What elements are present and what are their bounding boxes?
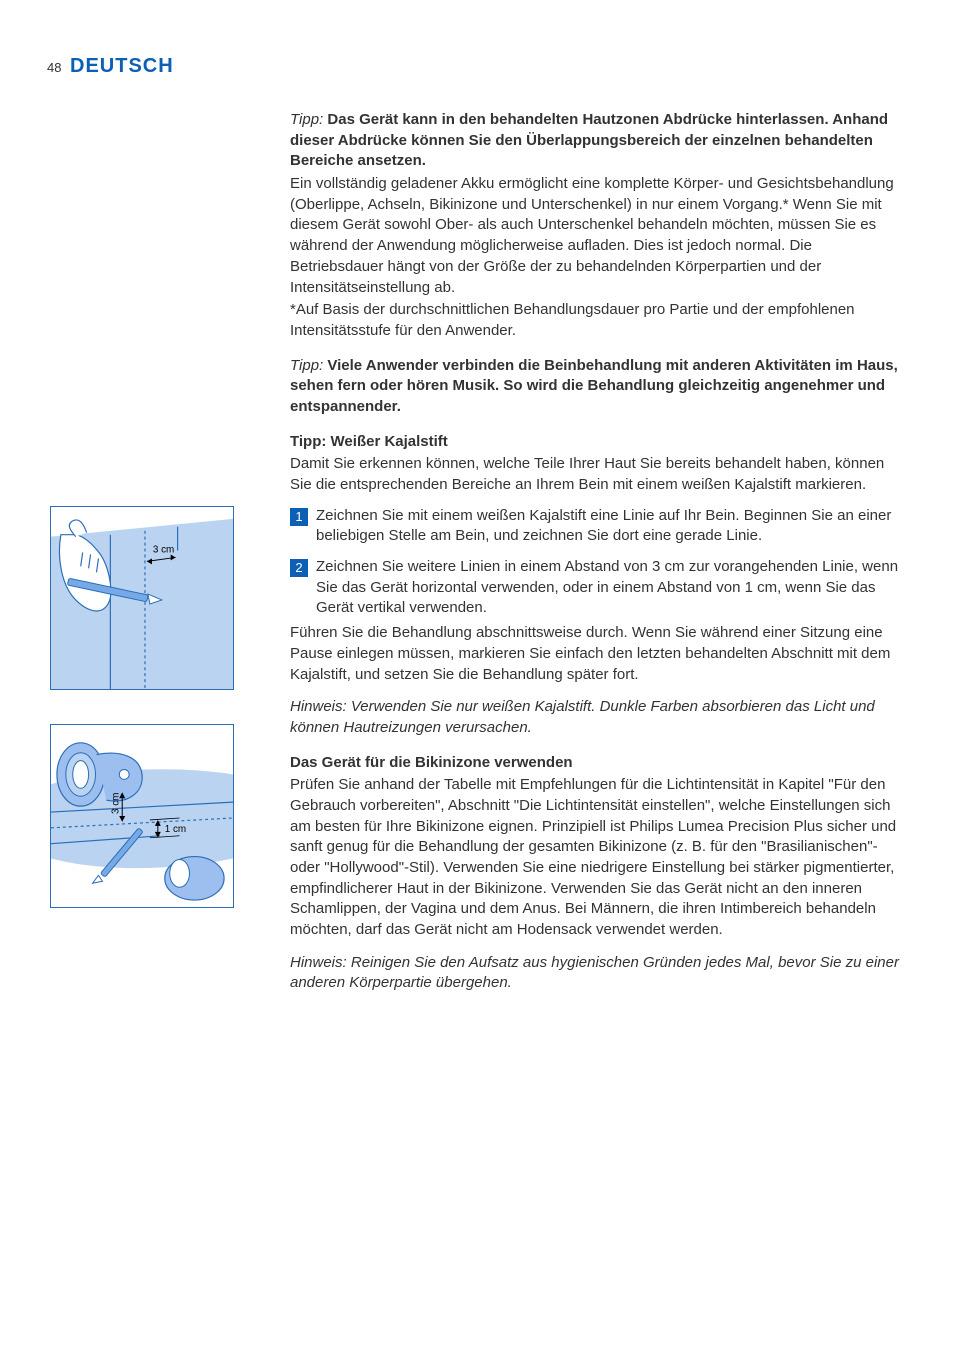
- step-item: 1 Zeichnen Sie mit einem weißen Kajalsti…: [290, 506, 900, 547]
- dimension-label: 1 cm: [165, 824, 186, 835]
- page-number: 48: [47, 60, 61, 75]
- figure-1-svg: 3 cm: [51, 507, 233, 689]
- subheading-bikinizone: Das Gerät für die Bikinizone verwenden: [290, 753, 900, 774]
- body-1a: Ein vollständig geladener Akku ermöglich…: [290, 174, 900, 298]
- tip-1-text: Das Gerät kann in den behandelten Hautzo…: [290, 111, 888, 169]
- step-list: 1 Zeichnen Sie mit einem weißen Kajalsti…: [290, 506, 900, 619]
- figure-device-1cm: 1 cm 3 cm: [50, 724, 234, 908]
- dimension-label: 3 cm: [110, 793, 121, 814]
- subheading-kajalstift: Tipp: Weißer Kajalstift: [290, 432, 900, 453]
- note-label: Hinweis:: [290, 954, 347, 971]
- step-item: 2 Zeichnen Sie weitere Linien in einem A…: [290, 557, 900, 619]
- language-header: DEUTSCH: [70, 55, 174, 78]
- tip-1: Tipp: Das Gerät kann in den behandelten …: [290, 110, 900, 172]
- note-2: Hinweis: Reinigen Sie den Aufsatz aus hy…: [290, 953, 900, 994]
- note-1-text: Verwenden Sie nur weißen Kajalstift. Dun…: [290, 698, 875, 736]
- step-number: 1: [290, 508, 308, 526]
- note-label: Hinweis:: [290, 698, 347, 715]
- body-2: Damit Sie erkennen können, welche Teile …: [290, 454, 900, 495]
- note-2-text: Reinigen Sie den Aufsatz aus hygienische…: [290, 954, 899, 992]
- main-content: Tipp: Das Gerät kann in den behandelten …: [290, 110, 900, 994]
- dimension-label: 3 cm: [153, 545, 174, 556]
- body-3: Führen Sie die Behandlung abschnittsweis…: [290, 623, 900, 685]
- figure-2-svg: 1 cm 3 cm: [51, 725, 233, 907]
- note-1: Hinweis: Verwenden Sie nur weißen Kajals…: [290, 697, 900, 738]
- device-bottom-icon: [165, 857, 224, 901]
- tip-2-text: Viele Anwender verbinden die Beinbehandl…: [290, 357, 898, 415]
- body-1b: *Auf Basis der durchschnittlichen Behand…: [290, 300, 900, 341]
- tip-label: Tipp:: [290, 111, 323, 128]
- step-number: 2: [290, 559, 308, 577]
- tip-label: Tipp:: [290, 357, 323, 374]
- tip-2: Tipp: Viele Anwender verbinden die Beinb…: [290, 356, 900, 418]
- body-4: Prüfen Sie anhand der Tabelle mit Empfeh…: [290, 775, 900, 941]
- step-text: Zeichnen Sie mit einem weißen Kajalstift…: [316, 506, 900, 547]
- step-text: Zeichnen Sie weitere Linien in einem Abs…: [316, 557, 900, 619]
- figure-hand-drawing-3cm: 3 cm: [50, 506, 234, 690]
